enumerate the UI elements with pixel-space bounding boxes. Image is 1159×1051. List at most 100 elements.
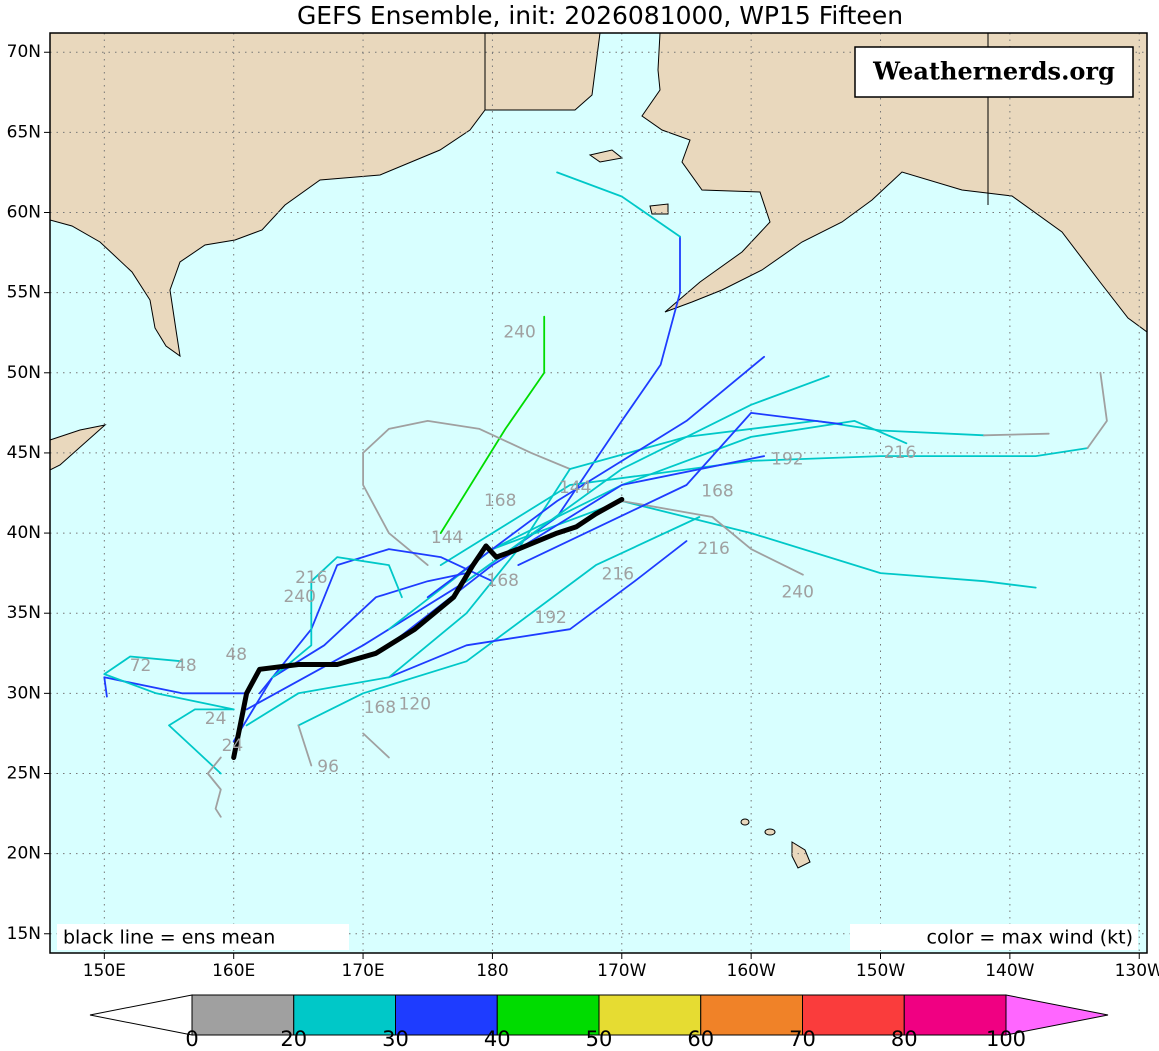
hour-label: 24	[205, 709, 227, 729]
hour-label: 168	[487, 571, 519, 591]
x-tick-label: 140W	[985, 961, 1034, 981]
colorbar-label: 70	[789, 1027, 816, 1051]
colorbar-label: 50	[586, 1027, 613, 1051]
watermark-box	[854, 46, 1134, 98]
colorbar-bin	[496, 994, 600, 1036]
colorbar-bin	[598, 994, 702, 1036]
colorbar: 0 20 30 40 50 60 70 80 100	[89, 994, 1109, 1051]
x-tick-label: 150W	[856, 961, 905, 981]
member-track	[517, 420, 985, 550]
hour-label: 168	[701, 481, 733, 501]
member-track	[517, 412, 843, 566]
hour-label: 96	[317, 757, 339, 777]
colorbar-label: 30	[382, 1027, 409, 1051]
hour-label: 216	[602, 565, 634, 585]
y-tick-label: 15N	[7, 924, 41, 944]
member-track	[620, 500, 804, 576]
member-track	[983, 432, 1050, 437]
colorbar-bin	[293, 994, 396, 1036]
colorbar-label: 100	[986, 1027, 1026, 1051]
island	[649, 203, 669, 215]
note-box	[850, 924, 1138, 950]
tracks	[103, 171, 1108, 818]
member-track	[103, 676, 248, 698]
member-track	[439, 447, 1089, 566]
member-track	[245, 235, 681, 711]
axes: 150E 160E 170E 180 170W 160W 150W 140W 130W 70N 65…	[7, 42, 1159, 981]
hour-label: 120	[399, 695, 431, 715]
member-track	[439, 315, 546, 534]
x-tick-label: 180	[476, 961, 508, 981]
island	[764, 828, 776, 836]
hour-label: 48	[175, 656, 197, 676]
x-tick-label: 170W	[597, 961, 646, 981]
hour-label: 72	[130, 656, 152, 676]
colorbar-bin	[802, 994, 905, 1036]
north-america	[641, 32, 1148, 333]
member-track	[297, 724, 313, 767]
hour-label: 240	[781, 582, 813, 602]
hour-label: 144	[559, 478, 591, 498]
y-tick-label: 20N	[7, 844, 41, 864]
member-track	[245, 548, 520, 727]
y-tick-label: 40N	[7, 523, 41, 543]
hour-label: 144	[431, 528, 463, 548]
title: GEFS Ensemble, init: 2026081000, WP15 Fi…	[297, 1, 903, 30]
note-left: black line = ens mean	[63, 927, 275, 949]
hour-label: 24	[222, 736, 244, 756]
colorbar-label: 40	[484, 1027, 511, 1051]
member-track	[297, 516, 701, 727]
hour-label: 216	[884, 443, 916, 463]
mean-track	[231, 496, 625, 760]
note-box	[57, 924, 349, 950]
member-track	[556, 171, 681, 238]
y-tick-label: 45N	[7, 443, 41, 463]
hour-label: 216	[295, 568, 327, 588]
colorbar-bin	[903, 994, 1007, 1036]
island	[740, 818, 750, 826]
member-track	[1086, 371, 1108, 449]
hour-label: 48	[225, 645, 247, 665]
member-track	[388, 540, 688, 679]
land	[49, 32, 1148, 869]
colorbar-label: 0	[185, 1027, 198, 1051]
x-tick-label: 160E	[212, 961, 255, 981]
member-track	[103, 655, 235, 711]
member-track	[465, 375, 830, 583]
colorbar-label: 20	[280, 1027, 307, 1051]
hour-label: 192	[534, 608, 566, 628]
y-tick-label: 65N	[7, 122, 41, 142]
colorbar-label: 80	[891, 1027, 918, 1051]
hour-label: 240	[283, 587, 315, 607]
member-track	[362, 732, 390, 759]
hour-label: 240	[503, 323, 535, 343]
y-tick-label: 30N	[7, 683, 41, 703]
hour-label: 192	[771, 449, 803, 469]
colorbar-under	[89, 994, 193, 1036]
colorbar-label: 60	[687, 1027, 714, 1051]
y-tick-label: 25N	[7, 763, 41, 783]
y-tick-label: 60N	[7, 203, 41, 223]
colorbar-bin	[191, 994, 295, 1036]
member-track	[362, 420, 571, 566]
y-tick-label: 70N	[7, 42, 41, 62]
x-tick-label: 130W	[1115, 961, 1159, 981]
hour-label: 168	[484, 491, 516, 511]
y-tick-label: 35N	[7, 603, 41, 623]
y-tick-label: 55N	[7, 283, 41, 303]
member-track	[168, 708, 235, 775]
note-right: color = max wind (kt)	[927, 927, 1133, 949]
y-tick-label: 50N	[7, 363, 41, 383]
watermark: Weathernerds.org	[872, 57, 1115, 86]
hour-labels: 2402161921682162402161921441681681441201…	[130, 323, 916, 777]
x-tick-label: 170E	[341, 961, 384, 981]
colorbar-bin	[700, 994, 803, 1036]
map-frame	[49, 32, 1148, 954]
member-track	[258, 548, 494, 695]
hour-label: 216	[697, 539, 729, 559]
x-tick-label: 160W	[727, 961, 776, 981]
x-tick-label: 150E	[83, 961, 126, 981]
member-track	[206, 756, 222, 818]
colorbar-bin	[395, 994, 498, 1036]
